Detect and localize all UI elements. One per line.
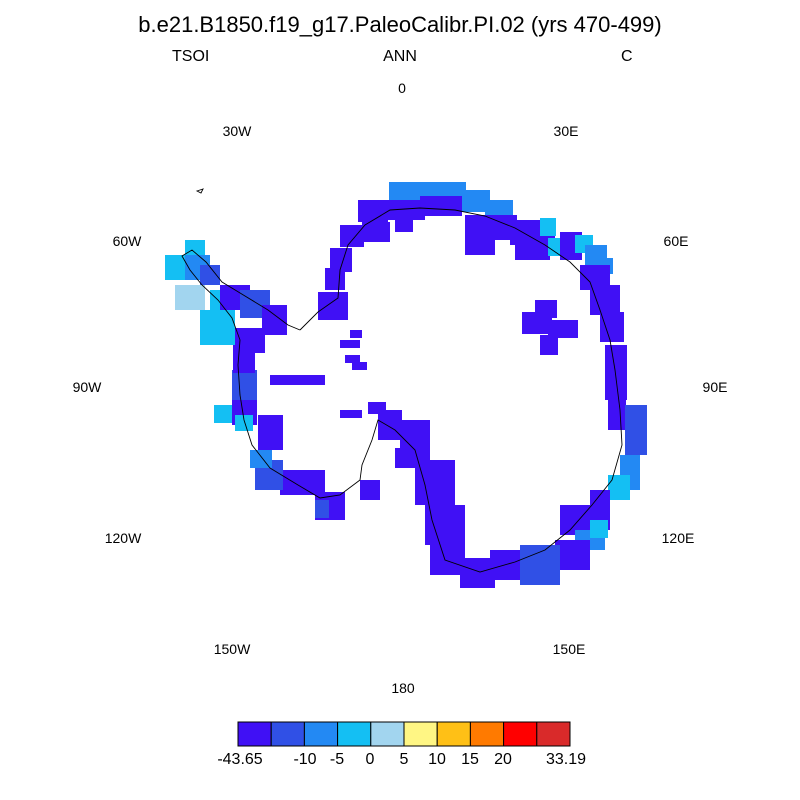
- grid-cell: [345, 355, 360, 363]
- grid-cell: [200, 265, 220, 285]
- lon-label-30e: 30E: [553, 123, 579, 139]
- grid-cell: [352, 362, 367, 370]
- grid-cell: [548, 320, 578, 338]
- grid-cell: [425, 505, 465, 545]
- coastline: [181, 188, 623, 573]
- lon-label-90e: 90E: [702, 379, 728, 395]
- grid-cell: [315, 500, 329, 518]
- grid-cell: [200, 310, 235, 345]
- grid-cell: [262, 305, 287, 335]
- grid-cell: [395, 448, 421, 468]
- colorbar-box: [270, 721, 305, 747]
- colorbar-label: 5: [399, 751, 409, 768]
- lon-label-60e: 60E: [663, 233, 689, 249]
- grid-cell: [625, 405, 647, 455]
- grid-cell: [540, 335, 558, 355]
- lon-label-120e: 120E: [661, 530, 695, 546]
- lon-label-60w: 60W: [112, 233, 142, 249]
- colorbar-label: 15: [461, 751, 479, 768]
- grid-cell: [175, 285, 205, 310]
- grid-cell: [368, 402, 386, 414]
- grid-cell: [214, 405, 232, 423]
- grid-cell: [340, 340, 360, 348]
- plot-title: b.e21.B1850.f19_g17.PaleoCalibr.PI.02 (y…: [138, 12, 662, 37]
- grid-cell: [465, 215, 495, 255]
- grid-cell: [378, 410, 402, 440]
- colorbar-box: [337, 721, 372, 747]
- grid-cell: [535, 300, 557, 318]
- grid-cell: [280, 470, 305, 495]
- grid-cell: [416, 182, 466, 200]
- colorbar-box: [303, 721, 339, 747]
- lon-label-180: 180: [391, 680, 415, 696]
- grid-cell: [460, 190, 490, 212]
- colorbar-label: 10: [428, 751, 446, 768]
- lon-label-150w: 150W: [213, 641, 251, 657]
- colorbar-label: 0: [365, 751, 375, 768]
- grid-cell: [362, 222, 390, 242]
- grid-cell: [165, 255, 185, 280]
- colorbar-label: 20: [494, 751, 512, 768]
- colorbar-box: [469, 721, 505, 747]
- colorbar-label: -43.65: [217, 751, 263, 768]
- lon-label-120w: 120W: [104, 530, 142, 546]
- colorbar-box: [370, 721, 405, 747]
- grid-cell: [590, 520, 608, 538]
- colorbar-box: [237, 721, 272, 747]
- lon-label-90w: 90W: [72, 379, 102, 395]
- colorbar-label: -10: [293, 751, 317, 768]
- grid-cell: [395, 214, 413, 232]
- units-label: C: [621, 48, 633, 65]
- grid-cell: [185, 240, 205, 258]
- grid-cell: [350, 330, 362, 338]
- variable-label: TSOI: [172, 48, 210, 65]
- grid-cell: [258, 415, 283, 450]
- colorbar-label: -5: [329, 751, 345, 768]
- grid-cell: [540, 218, 556, 236]
- grid-cell: [600, 312, 624, 342]
- grid-cell: [415, 460, 455, 505]
- grid-cell: [358, 200, 388, 222]
- grid-cell: [318, 292, 348, 320]
- grid-cell: [460, 558, 495, 588]
- grid-cell: [608, 475, 630, 500]
- grid-cell: [590, 285, 620, 315]
- lon-label-30w: 30W: [222, 123, 252, 139]
- grid-cell: [330, 248, 352, 272]
- lon-label-150e: 150E: [552, 641, 586, 657]
- lon-label-0: 0: [398, 80, 406, 96]
- grid-cell: [605, 345, 627, 400]
- colorbar-box: [503, 721, 538, 747]
- grid-cell: [430, 540, 465, 575]
- grid-cell: [420, 196, 462, 216]
- coastline-segment: [195, 188, 204, 194]
- colorbar-label: 33.19: [545, 751, 587, 768]
- grid-cell: [340, 410, 362, 418]
- grid-cell: [389, 182, 417, 202]
- grid-cell: [270, 375, 325, 385]
- grid-cell: [235, 415, 253, 431]
- colorbar-box: [536, 721, 571, 747]
- grid-cell: [608, 395, 626, 430]
- grid-cell: [232, 370, 257, 400]
- season-label: ANN: [383, 48, 417, 65]
- coastline-segment: [299, 207, 623, 573]
- soil-temperature-field: [165, 182, 647, 588]
- grid-cell: [555, 540, 590, 570]
- grid-cell: [360, 480, 380, 500]
- colorbar-box: [403, 721, 438, 747]
- colorbar-box: [436, 721, 471, 747]
- grid-cell: [340, 225, 364, 247]
- coastline-segment: [181, 249, 361, 499]
